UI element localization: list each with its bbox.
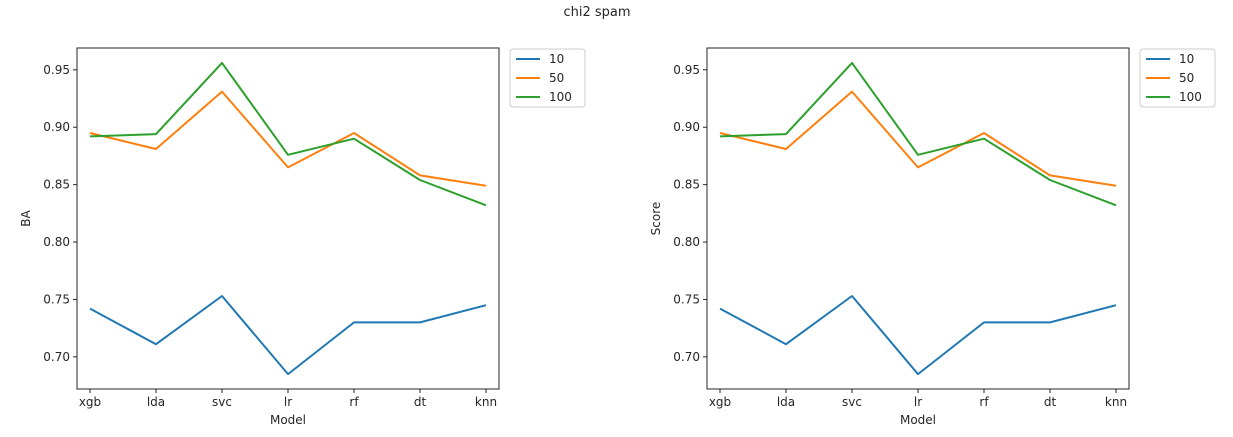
- y-tick-label: 0.85: [43, 178, 70, 192]
- x-tick-label: lr: [914, 395, 922, 409]
- legend: 10 50 100: [509, 48, 586, 108]
- series-line-50: [89, 90, 487, 187]
- x-tick-label: svc: [212, 395, 232, 409]
- y-tick-label: 0.70: [673, 350, 700, 364]
- legend-label: 50: [549, 71, 564, 85]
- legend-label: 100: [1179, 90, 1202, 104]
- x-tick-label: svc: [842, 395, 862, 409]
- x-axis-label: Model: [900, 413, 936, 427]
- x-tick-label: knn: [1105, 395, 1127, 409]
- x-tick-label: xgb: [79, 395, 101, 409]
- x-tick-label: xgb: [709, 395, 731, 409]
- chart-right: xgb lda svc lr rf dt knn 0.70 0.75 0.80 0.85 0.90 0.…: [649, 47, 1216, 427]
- plot-frame: [76, 47, 500, 390]
- x-tick-label: rf: [979, 395, 989, 409]
- chart-left: xgb lda svc lr rf dt knn 0.70 0.75 0.80 0.85 0.90 0.…: [19, 47, 586, 427]
- plot-frame: [706, 47, 1130, 390]
- series-line-100: [719, 61, 1117, 207]
- x-tick-label: lda: [147, 395, 165, 409]
- y-tick-label: 0.80: [43, 235, 70, 249]
- legend-box: [509, 48, 586, 108]
- x-tick-label: rf: [349, 395, 359, 409]
- series-line-10: [719, 295, 1117, 376]
- y-tick-label: 0.75: [673, 292, 700, 306]
- x-tick-label: lda: [777, 395, 795, 409]
- x-axis-label: Model: [270, 413, 306, 427]
- legend-label: 50: [1179, 71, 1194, 85]
- figure-title: chi2 spam: [563, 5, 630, 20]
- series-line-100: [89, 61, 487, 207]
- legend-label: 10: [1179, 52, 1194, 66]
- y-tick-label: 0.75: [43, 292, 70, 306]
- series-line-50: [719, 90, 1117, 187]
- y-tick-label: 0.95: [43, 63, 70, 77]
- y-tick-label: 0.80: [673, 235, 700, 249]
- y-tick-label: 0.70: [43, 350, 70, 364]
- x-tick-label: dt: [414, 395, 427, 409]
- y-tick-label: 0.90: [43, 120, 70, 134]
- x-tick-label: dt: [1044, 395, 1057, 409]
- legend: 10 50 100: [1139, 48, 1216, 108]
- y-tick-label: 0.85: [673, 178, 700, 192]
- legend-box: [1139, 48, 1216, 108]
- y-axis-label: Score: [649, 202, 663, 236]
- legend-label: 100: [549, 90, 572, 104]
- legend-label: 10: [549, 52, 564, 66]
- y-tick-label: 0.90: [673, 120, 700, 134]
- x-tick-label: knn: [475, 395, 497, 409]
- y-tick-label: 0.95: [673, 63, 700, 77]
- series-line-10: [89, 295, 487, 376]
- y-axis-label: BA: [19, 209, 33, 226]
- x-tick-label: lr: [284, 395, 292, 409]
